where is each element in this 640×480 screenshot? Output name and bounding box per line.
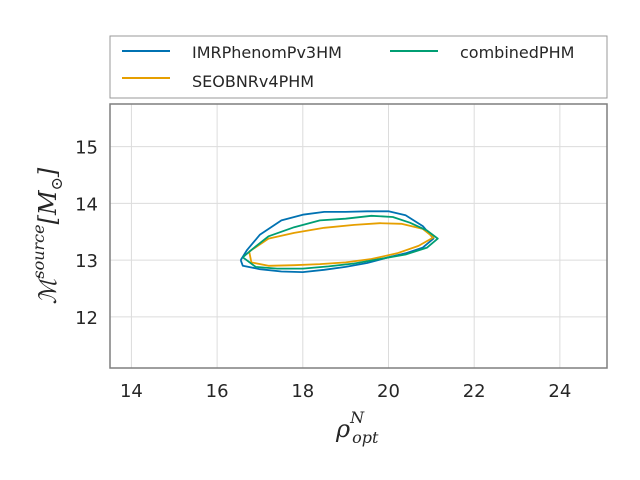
x-axis-label-symbol: ρ xyxy=(335,415,350,443)
legend: IMRPhenomPv3HM SEOBNRv4PHM combinedPHM xyxy=(109,35,608,99)
grid xyxy=(110,104,607,368)
y-axis-label-unit-sub: ⊙ xyxy=(47,177,66,190)
x-tick-label: 24 xyxy=(548,381,571,402)
x-axis-label-sup: N xyxy=(349,408,365,427)
y-tick-label: 15 xyxy=(75,138,98,159)
y-axis-label-unit-end: ] xyxy=(34,167,62,178)
y-tick-label: 12 xyxy=(75,308,98,329)
legend-label-imrphenompv3hm: IMRPhenomPv3HM xyxy=(192,43,342,62)
y-axis-ticks: 12 13 14 15 xyxy=(75,138,98,329)
x-axis-ticks: 14 16 18 20 22 24 xyxy=(120,381,571,402)
series-contour-combinedphm xyxy=(242,214,439,270)
x-axis-label-sub: opt xyxy=(352,428,379,447)
plot-frame xyxy=(109,103,608,369)
x-tick-label: 18 xyxy=(291,381,314,402)
x-tick-label: 20 xyxy=(377,381,400,402)
legend-label-combinedphm: combinedPHM xyxy=(460,43,574,62)
series-curves xyxy=(239,210,439,273)
x-tick-label: 22 xyxy=(463,381,486,402)
x-tick-label: 14 xyxy=(120,381,143,402)
series-contour-imrphenompv3hm xyxy=(239,210,435,273)
y-tick-label: 13 xyxy=(75,251,98,272)
x-tick-label: 16 xyxy=(206,381,229,402)
legend-box xyxy=(109,35,608,99)
series-contour-seobnrv4phm xyxy=(248,222,435,267)
y-tick-label: 14 xyxy=(75,194,98,215)
y-axis-label: ℳsource[M⊙] xyxy=(29,167,66,304)
y-axis-label-symbol: ℳ xyxy=(34,275,62,304)
y-axis-label-unit: [M xyxy=(34,189,62,224)
x-axis-label: ρN opt xyxy=(335,408,379,447)
plot-area xyxy=(110,104,607,368)
y-axis-label-sup: source xyxy=(29,224,48,278)
legend-label-seobnrv4phm: SEOBNRv4PHM xyxy=(192,72,314,91)
